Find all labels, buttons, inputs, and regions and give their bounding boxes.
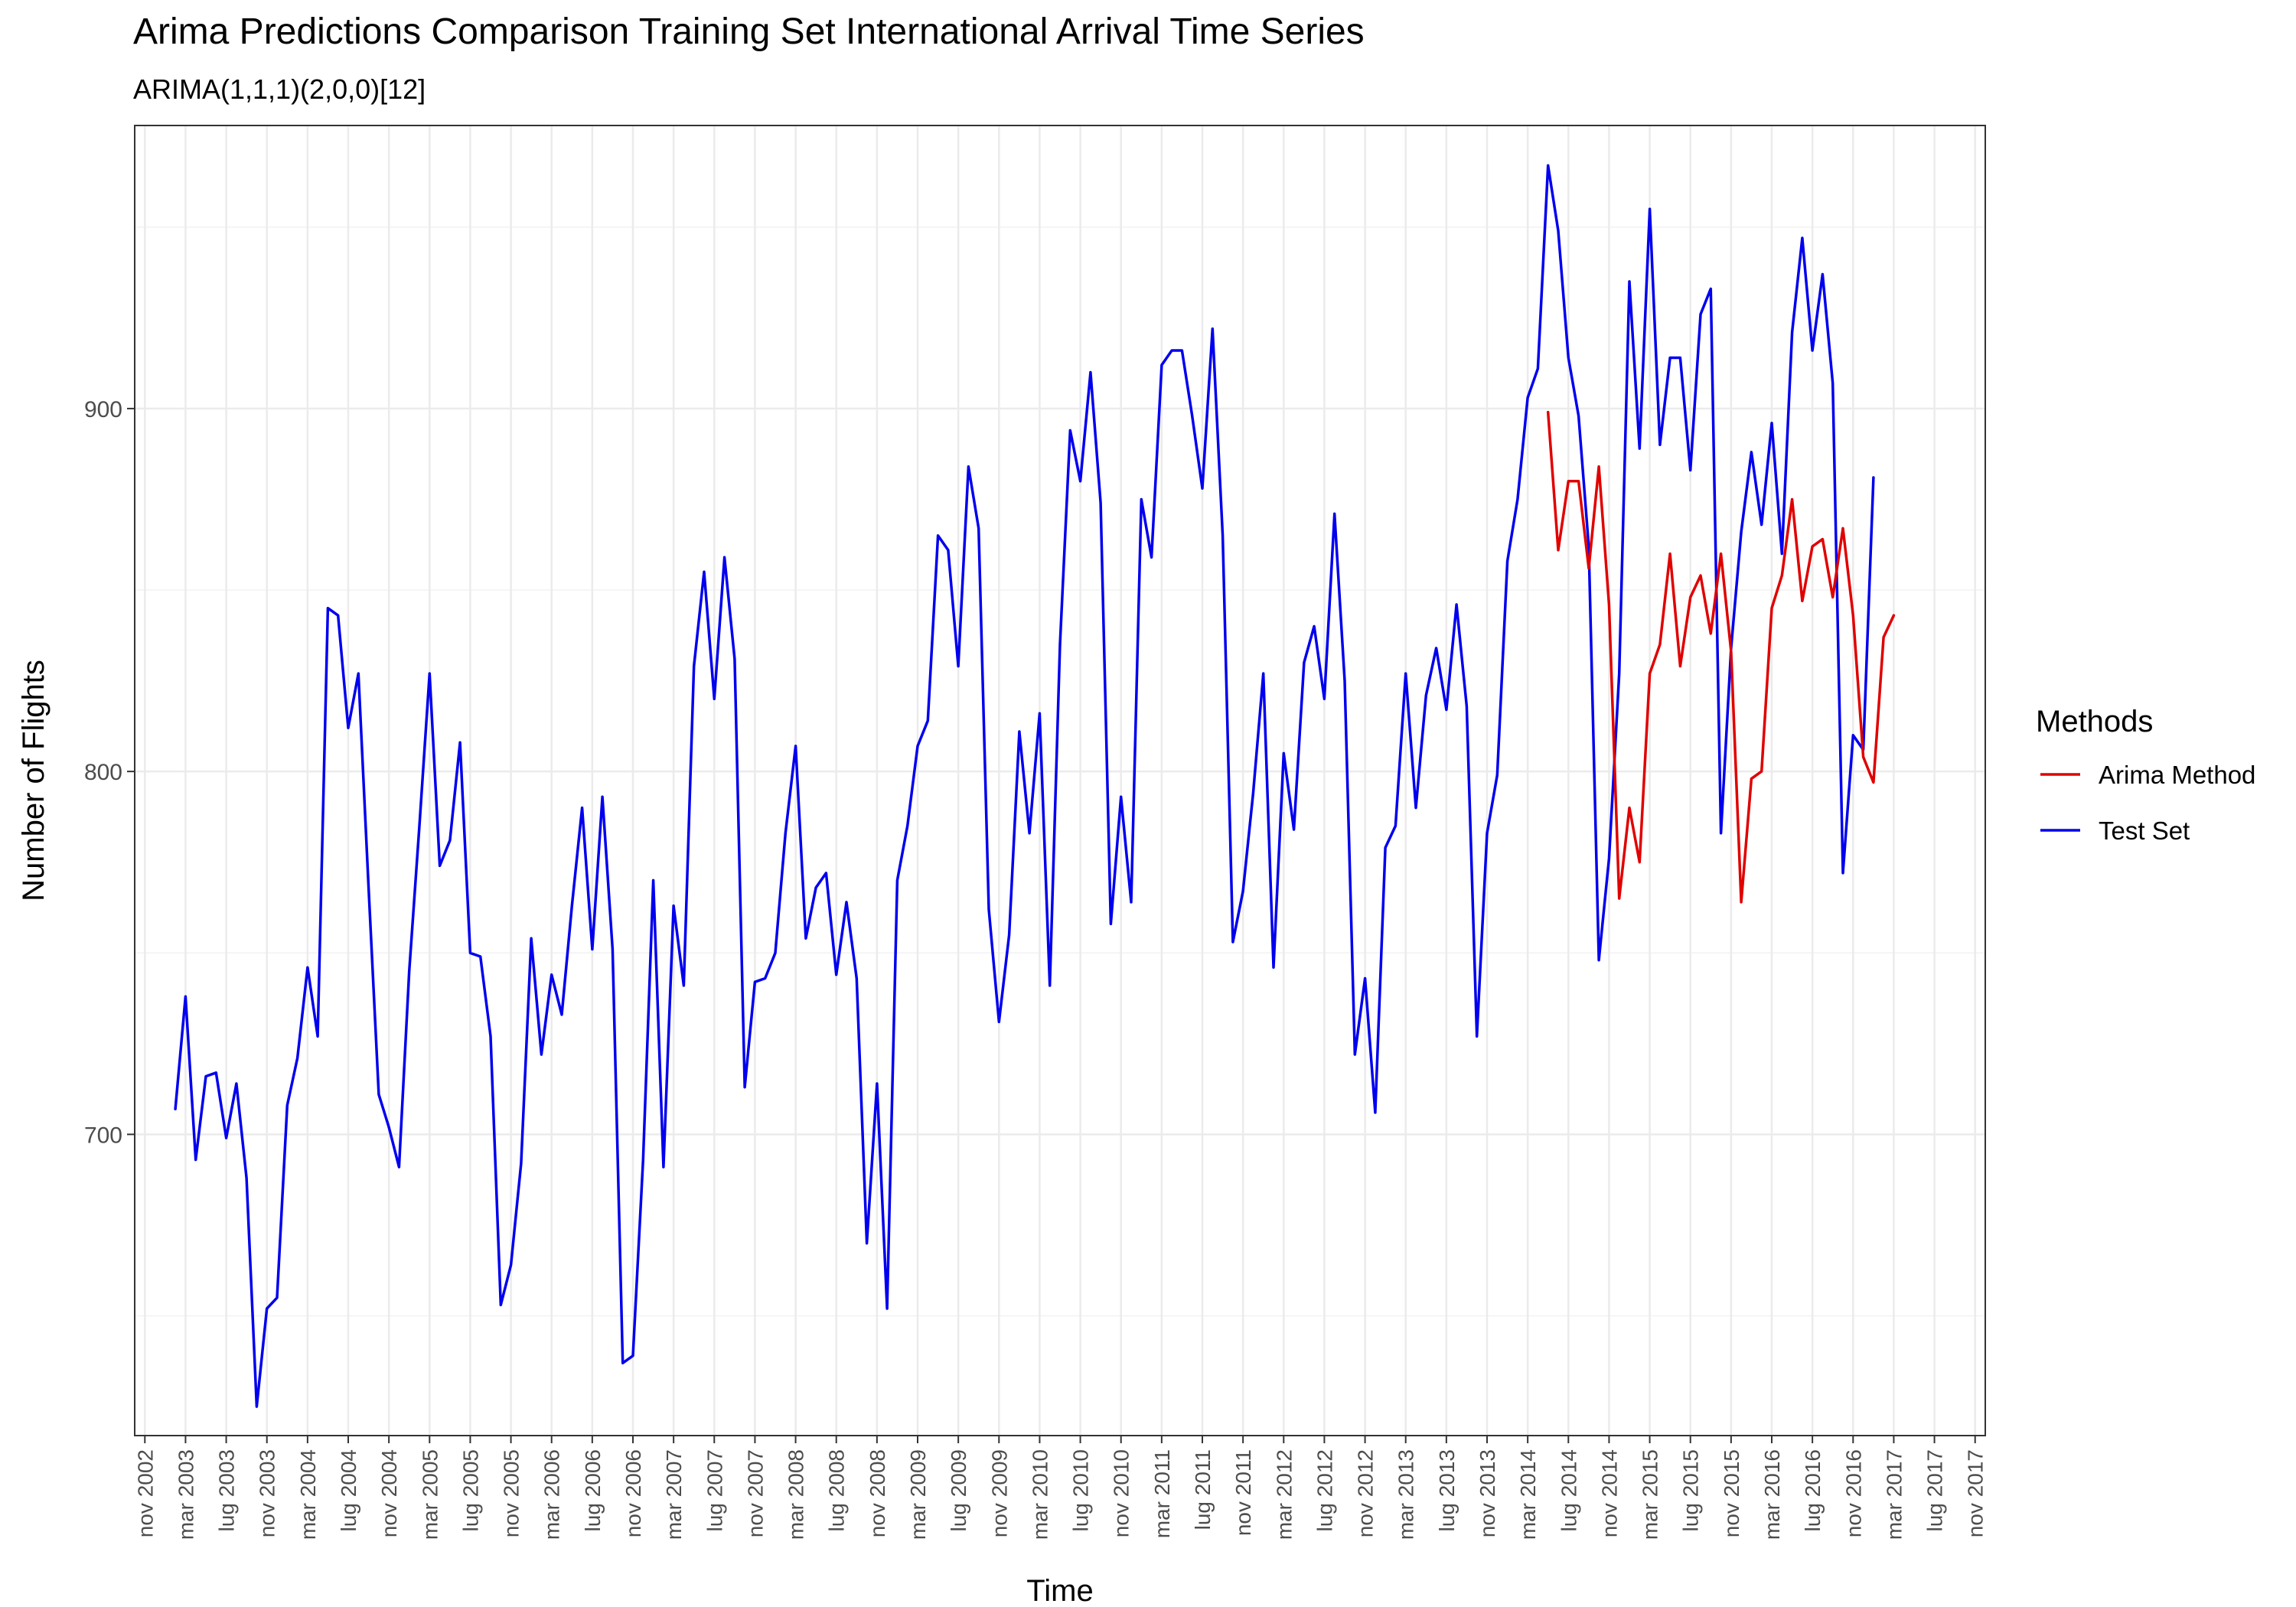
x-tick-label: lug 2009	[947, 1449, 970, 1531]
y-axis-ticks: 700 800 900	[84, 397, 135, 1148]
x-tick-label: lug 2014	[1557, 1449, 1580, 1531]
legend-label-test-set: Test Set	[2099, 817, 2190, 845]
x-tick-label: mar 2004	[296, 1449, 320, 1540]
x-tick-label: nov 2003	[256, 1449, 279, 1537]
series-line-arima-method	[1546, 410, 1896, 904]
x-tick-label: nov 2010	[1110, 1449, 1133, 1537]
legend: Methods Arima Method Test Set	[2036, 705, 2255, 845]
x-tick-label: nov 2006	[621, 1449, 645, 1537]
x-tick-label: lug 2011	[1191, 1449, 1215, 1530]
x-axis-ticks: nov 2002 mar 2003 lug 2003 nov 2003 mar 2004…	[133, 1436, 1988, 1540]
chart-title: Arima Predictions Comparison Training Se…	[133, 11, 1365, 52]
x-tick-label: nov 2016	[1841, 1449, 1865, 1537]
y-axis-title: Number of Flights	[17, 660, 51, 901]
x-tick-label: lug 2013	[1435, 1449, 1459, 1531]
x-tick-label: nov 2004	[377, 1449, 401, 1537]
x-tick-label: nov 2002	[133, 1449, 157, 1537]
x-tick-label: mar 2013	[1394, 1449, 1418, 1540]
x-tick-label: nov 2017	[1964, 1449, 1988, 1537]
legend-label-arima-method: Arima Method	[2099, 761, 2255, 789]
x-tick-label: nov 2008	[866, 1449, 889, 1537]
x-tick-label: nov 2011	[1231, 1449, 1255, 1536]
x-tick-label: mar 2007	[662, 1449, 686, 1540]
x-tick-label: mar 2012	[1272, 1449, 1296, 1540]
plot-panel-background	[135, 125, 1985, 1436]
legend-title: Methods	[2036, 705, 2153, 738]
x-tick-label: mar 2010	[1028, 1449, 1052, 1540]
x-tick-label: mar 2016	[1760, 1449, 1784, 1540]
x-tick-label: mar 2008	[784, 1449, 808, 1540]
x-tick-label: lug 2005	[458, 1449, 482, 1531]
x-tick-label: lug 2010	[1069, 1449, 1093, 1531]
x-axis-title: Time	[1026, 1574, 1093, 1607]
x-tick-label: lug 2006	[581, 1449, 605, 1531]
y-tick-label: 900	[84, 397, 122, 422]
x-tick-label: mar 2011	[1150, 1449, 1174, 1538]
x-tick-label: mar 2017	[1882, 1449, 1906, 1540]
x-tick-label: nov 2015	[1720, 1449, 1743, 1537]
plot-panel-border	[134, 125, 1986, 1436]
series-line-test-set	[174, 164, 1875, 1408]
x-tick-label: lug 2016	[1801, 1449, 1825, 1531]
x-tick-label: mar 2003	[174, 1449, 197, 1540]
x-tick-label: mar 2009	[906, 1449, 930, 1540]
x-tick-label: mar 2005	[418, 1449, 442, 1540]
x-tick-label: nov 2009	[987, 1449, 1011, 1537]
x-tick-label: nov 2014	[1597, 1449, 1621, 1537]
series-lines	[174, 164, 1896, 1408]
x-tick-label: lug 2004	[337, 1449, 360, 1531]
y-tick-label: 700	[84, 1123, 122, 1148]
x-tick-label: lug 2007	[703, 1449, 726, 1531]
chart-subtitle: ARIMA(1,1,1)(2,0,0)[12]	[133, 73, 426, 105]
x-tick-label: nov 2012	[1354, 1449, 1378, 1537]
y-tick-label: 800	[84, 760, 122, 785]
x-tick-label: mar 2014	[1516, 1449, 1540, 1540]
x-tick-label: lug 2015	[1679, 1449, 1703, 1531]
x-tick-label: lug 2008	[825, 1449, 849, 1531]
x-tick-label: lug 2017	[1923, 1449, 1947, 1531]
x-tick-label: nov 2007	[743, 1449, 767, 1537]
x-tick-label: mar 2015	[1639, 1449, 1662, 1540]
x-tick-label: nov 2013	[1476, 1449, 1499, 1537]
x-tick-label: nov 2005	[500, 1449, 523, 1537]
x-tick-label: lug 2003	[215, 1449, 239, 1531]
grid-lines	[135, 125, 1985, 1436]
x-tick-label: lug 2012	[1313, 1449, 1336, 1531]
x-tick-label: mar 2006	[540, 1449, 564, 1540]
